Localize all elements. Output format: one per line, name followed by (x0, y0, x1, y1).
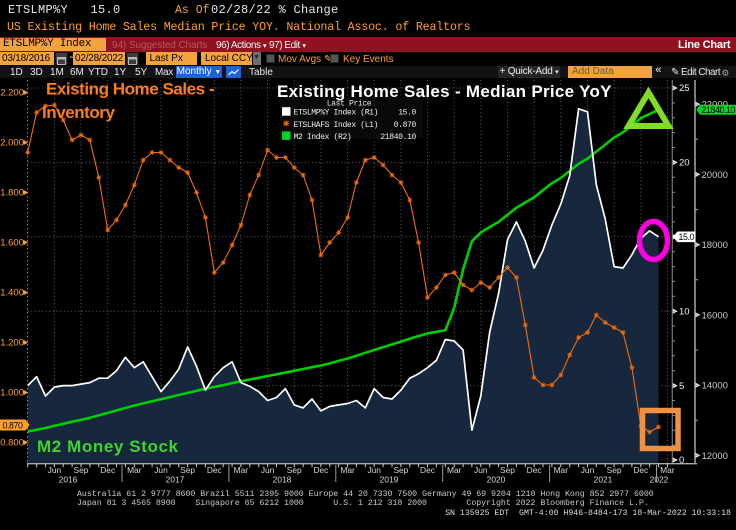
svg-text:Dec: Dec (633, 465, 648, 475)
svg-text:2017: 2017 (166, 475, 185, 485)
svg-text:Inventory: Inventory (42, 103, 115, 122)
svg-text:2018: 2018 (273, 475, 292, 485)
svg-text:Jun: Jun (154, 465, 168, 475)
svg-text:Sep: Sep (393, 465, 408, 475)
svg-text:21840.10: 21840.10 (380, 133, 416, 142)
svg-text:15.0: 15.0 (398, 109, 416, 118)
svg-text:Last Price: Last Price (327, 100, 372, 109)
svg-text:M2 Index (R2): M2 Index (R2) (294, 133, 352, 142)
svg-text:14000: 14000 (702, 381, 728, 392)
svg-text:M2 Money Stock: M2 Money Stock (37, 437, 179, 456)
svg-text:Dec: Dec (207, 465, 222, 475)
svg-text:20: 20 (679, 158, 690, 169)
svg-text:2021: 2021 (594, 475, 613, 485)
svg-text:5: 5 (679, 381, 684, 392)
svg-text:0.870: 0.870 (394, 121, 417, 130)
svg-text:Jun: Jun (367, 465, 381, 475)
svg-text:ETSLMP%Y Index (R1): ETSLMP%Y Index (R1) (294, 109, 379, 118)
svg-text:2022: 2022 (650, 475, 669, 485)
svg-text:12000: 12000 (702, 451, 728, 462)
svg-text:Mar: Mar (554, 465, 569, 475)
svg-text:16000: 16000 (702, 310, 728, 321)
svg-text:2019: 2019 (380, 475, 399, 485)
svg-text:18000: 18000 (702, 240, 728, 251)
svg-text:15.0: 15.0 (679, 232, 695, 242)
svg-text:1.000: 1.000 (0, 388, 24, 399)
svg-text:Dec: Dec (100, 465, 115, 475)
svg-text:Sep: Sep (607, 465, 622, 475)
svg-text:2.200: 2.200 (0, 88, 24, 99)
svg-text:2.000: 2.000 (0, 138, 24, 149)
svg-text:2020: 2020 (487, 475, 506, 485)
svg-text:Dec: Dec (313, 465, 328, 475)
svg-text:Jun: Jun (48, 465, 62, 475)
svg-text:0.800: 0.800 (0, 438, 24, 449)
svg-text:ETSLHAFS Index (L1): ETSLHAFS Index (L1) (294, 121, 379, 130)
svg-text:Mar: Mar (127, 465, 142, 475)
svg-text:Dec: Dec (527, 465, 542, 475)
svg-text:0: 0 (679, 455, 684, 466)
svg-text:Mar: Mar (340, 465, 355, 475)
svg-text:Mar: Mar (234, 465, 249, 475)
svg-text:Existing Home Sales -: Existing Home Sales - (46, 80, 214, 99)
svg-text:Sep: Sep (500, 465, 515, 475)
svg-text:Dec: Dec (420, 465, 435, 475)
svg-text:Sep: Sep (287, 465, 302, 475)
svg-text:Jun: Jun (581, 465, 595, 475)
svg-text:0.870: 0.870 (3, 420, 24, 430)
svg-text:Sep: Sep (74, 465, 89, 475)
svg-text:Jun: Jun (261, 465, 275, 475)
svg-text:Mar: Mar (447, 465, 462, 475)
svg-text:Jun: Jun (474, 465, 488, 475)
svg-text:Existing Home Sales - Median P: Existing Home Sales - Median Price YoY (277, 82, 612, 101)
svg-text:Sep: Sep (180, 465, 195, 475)
svg-text:21840.10: 21840.10 (702, 105, 736, 115)
svg-text:20000: 20000 (702, 170, 728, 181)
svg-text:1.400: 1.400 (0, 288, 24, 299)
svg-text:25: 25 (679, 83, 690, 94)
svg-text:1.800: 1.800 (0, 188, 24, 199)
svg-text:2016: 2016 (59, 475, 78, 485)
svg-text:1.200: 1.200 (0, 338, 24, 349)
svg-text:1.600: 1.600 (0, 238, 24, 249)
svg-text:Mar: Mar (660, 465, 675, 475)
svg-text:10: 10 (679, 306, 690, 317)
